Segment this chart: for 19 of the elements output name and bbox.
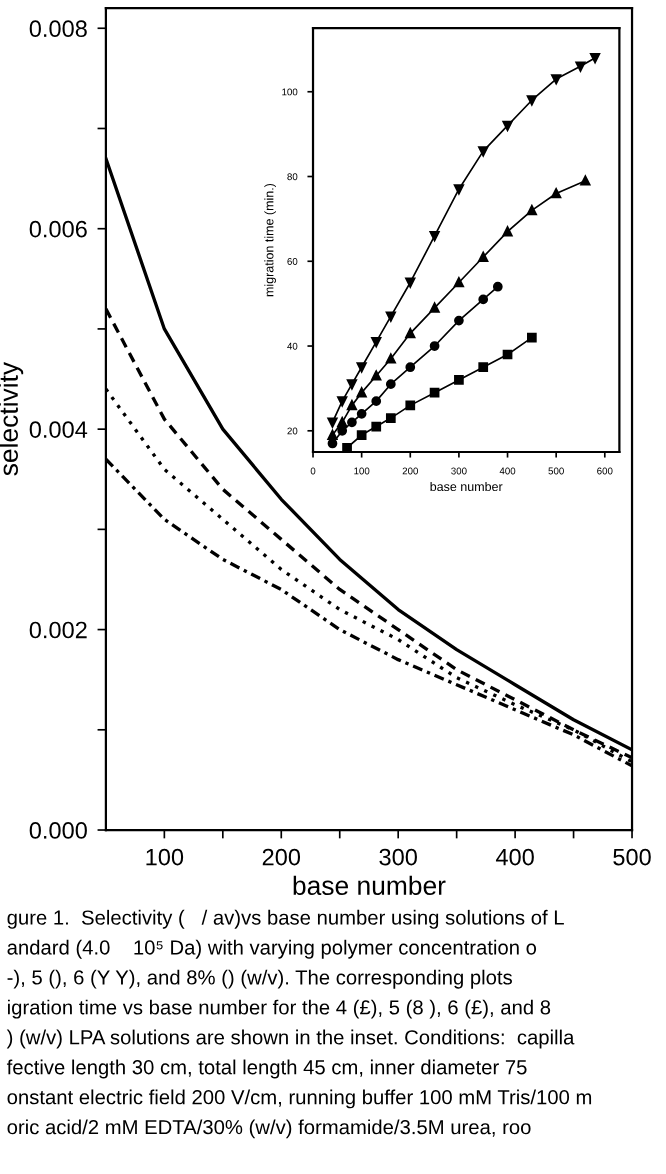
x-tick-label: 400: [495, 848, 534, 866]
text: igration time vs base number for the 4 (£), 5 (8 ), 6 (£), and 8: [8, 999, 551, 1019]
x-tick-label: 300: [379, 848, 417, 866]
y-tick-label: 0.004: [29, 421, 88, 438]
x-axis-title: base number: [293, 875, 446, 896]
text: gure 1. Selectivity ( / av)vs base number using solutions of L: [7, 909, 564, 929]
y-tick-label: 0.002: [29, 621, 87, 639]
text: ) (w/v) LPA solutions are shown in the inset. Conditions: capilla: [6, 1029, 575, 1049]
x-tick-label: 100: [146, 848, 184, 866]
text: fective length 30 cm, total length 45 cm, inner diameter 75: [6, 1059, 527, 1079]
text: -), 5 (), 6 (Y Y), and 8% () (w/v). The corresponding plots: [7, 969, 512, 989]
text: andard (4.0 10⁵ Da) with varying polymer concentration o: [7, 939, 537, 959]
y-tick-label: 0.006: [29, 220, 87, 238]
x-tick-label: 200: [262, 848, 301, 866]
y-tick-label: 0.000: [29, 822, 87, 839]
text: onstant electric field 200 V/cm, running buffer 100 mM Tris/100 m: [7, 1089, 592, 1109]
text: oric acid/2 mM EDTA/30% (w/v) formamide/3.5M urea, roo: [7, 1119, 531, 1139]
x-tick-label: 500: [613, 848, 651, 866]
y-tick-label: 0.008: [29, 20, 87, 38]
